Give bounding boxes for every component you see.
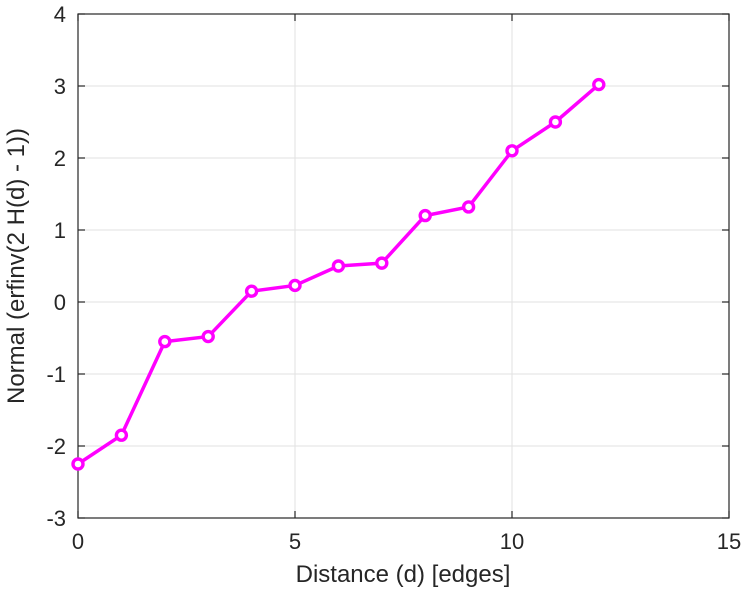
- y-axis-label: Normal (erfinv(2 H(d) - 1)): [3, 128, 30, 404]
- x-tick-label: 15: [717, 529, 741, 554]
- plot-layer: 0 5 10 15 -3 -2 -1 0 1 2 3 4: [46, 2, 741, 554]
- data-point-marker: [375, 256, 389, 270]
- data-point-marker: [461, 200, 476, 214]
- data-point-marker: [201, 329, 215, 344]
- y-tick-label: 3: [54, 74, 66, 99]
- x-tick-label: 5: [289, 529, 301, 554]
- y-tick-label: -3: [46, 506, 66, 531]
- data-point-marker: [288, 278, 302, 293]
- y-tick-label: 0: [54, 290, 66, 315]
- y-tick-label: -2: [46, 434, 66, 459]
- x-axis-label: Distance (d) [edges]: [296, 561, 511, 588]
- data-point-marker: [114, 428, 129, 442]
- data-point-marker: [505, 144, 519, 158]
- data-point-marker: [71, 457, 85, 471]
- data-point-marker: [548, 115, 563, 129]
- data-point-marker: [592, 77, 606, 92]
- axes-box: [77, 13, 730, 519]
- y-tick-label: -1: [46, 362, 66, 387]
- y-tick-label: 2: [54, 146, 66, 171]
- data-point-marker: [418, 208, 432, 223]
- y-tick-label: 4: [54, 2, 66, 27]
- y-tick-label: 1: [54, 218, 66, 243]
- data-point-marker: [158, 334, 172, 349]
- data-line: [76, 82, 601, 466]
- x-tick-label: 0: [72, 529, 84, 554]
- data-point-marker: [331, 259, 346, 273]
- data-point-marker: [244, 284, 259, 298]
- x-tick-label: 10: [500, 529, 524, 554]
